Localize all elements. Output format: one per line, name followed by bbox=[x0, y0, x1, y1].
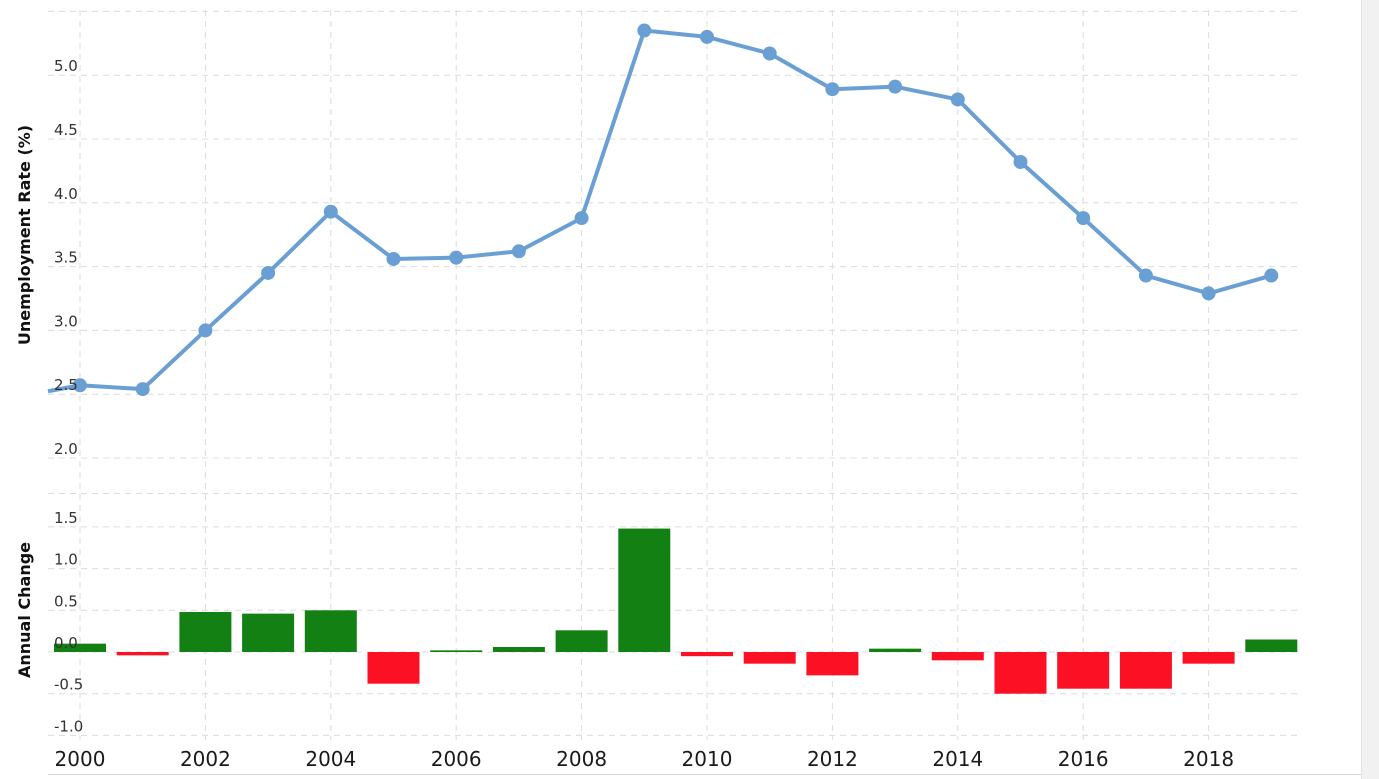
top-y-axis-label: Unemployment Rate (%) bbox=[15, 125, 34, 345]
unemployment-line bbox=[47, 28, 1272, 394]
bar-2004 bbox=[304, 610, 357, 652]
x-tick-label: 2000 bbox=[55, 747, 106, 771]
bar-2015 bbox=[994, 652, 1047, 694]
point-2017 bbox=[1138, 268, 1153, 283]
bar-2017 bbox=[1119, 652, 1172, 689]
bar-2001 bbox=[116, 652, 169, 656]
top-y-tick-label: 4.0 bbox=[54, 185, 78, 203]
top-y-tick-label: 4.5 bbox=[54, 121, 78, 139]
top-y-tick-label: 2.0 bbox=[54, 440, 78, 458]
point-2018 bbox=[1201, 286, 1216, 301]
point-2004 bbox=[323, 204, 338, 219]
point-2009 bbox=[637, 23, 652, 38]
point-2000 bbox=[73, 378, 87, 393]
bottom-y-tick-label: 0.0 bbox=[54, 634, 78, 652]
bar-series bbox=[54, 528, 1298, 694]
bottom-y-axis-label: Annual Change bbox=[15, 542, 34, 678]
point-2003 bbox=[261, 265, 276, 280]
point-2001 bbox=[135, 382, 150, 397]
point-2012 bbox=[825, 82, 840, 97]
scrollbar-track[interactable] bbox=[1361, 0, 1379, 779]
point-2016 bbox=[1076, 211, 1091, 226]
bottom-y-tick-label: 0.5 bbox=[54, 592, 78, 610]
bar-2005 bbox=[367, 652, 420, 684]
bar-2012 bbox=[806, 652, 859, 676]
point-2008 bbox=[574, 211, 589, 226]
bottom-y-tick-label: -0.5 bbox=[54, 676, 83, 694]
x-tick-label: 2002 bbox=[180, 747, 231, 771]
bar-2010 bbox=[681, 652, 733, 657]
top-y-tick-label: 2.5 bbox=[54, 376, 78, 394]
bottom-y-tick-label: 1.5 bbox=[54, 509, 78, 527]
point-2007 bbox=[511, 244, 526, 259]
point-2002 bbox=[198, 323, 213, 338]
bar-2013 bbox=[869, 648, 922, 652]
point-2006 bbox=[449, 250, 464, 265]
bottom-y-tick-label: 1.0 bbox=[54, 551, 78, 569]
bar-2000 bbox=[54, 643, 106, 652]
y-tick-labels: 2.0 2.5 3.0 3.5 4.0 4.5 5.0 -1.0 -0.5 0.0 0.5 1.0 1.… bbox=[54, 57, 83, 735]
x-tick-label: 2012 bbox=[807, 747, 858, 771]
bar-2007 bbox=[492, 646, 545, 652]
top-y-tick-label: 3.0 bbox=[54, 312, 78, 330]
x-tick-label: 2004 bbox=[305, 747, 356, 771]
bar-2016 bbox=[1057, 652, 1110, 689]
point-2005 bbox=[386, 251, 401, 266]
bottom-border bbox=[48, 774, 1361, 775]
line-series bbox=[47, 28, 1272, 394]
bar-2009 bbox=[618, 528, 671, 652]
bar-2018 bbox=[1182, 652, 1235, 664]
x-tick-label: 2008 bbox=[556, 747, 607, 771]
x-tick-label: 2018 bbox=[1183, 747, 1234, 771]
point-series bbox=[73, 23, 1279, 397]
x-tick-label: 2006 bbox=[431, 747, 482, 771]
bar-2014 bbox=[931, 652, 984, 661]
x-tick-label: 2016 bbox=[1058, 747, 1109, 771]
top-y-tick-label: 3.5 bbox=[54, 249, 78, 267]
point-2014 bbox=[950, 92, 965, 107]
x-tick-label: 2010 bbox=[682, 747, 733, 771]
bar-2006 bbox=[430, 650, 483, 652]
grid-layer bbox=[48, 10, 1300, 740]
bar-2008 bbox=[555, 630, 608, 652]
bar-2011 bbox=[743, 652, 796, 664]
bar-2019 bbox=[1245, 639, 1298, 652]
point-2011 bbox=[762, 46, 777, 61]
bar-2003 bbox=[242, 613, 295, 652]
point-2019 bbox=[1264, 268, 1279, 283]
point-2015 bbox=[1013, 154, 1028, 169]
x-tick-labels: 2000 2002 2004 2006 2008 2010 2012 2014 2016 2018 bbox=[55, 747, 1235, 771]
bottom-y-tick-label: -1.0 bbox=[54, 717, 83, 735]
point-2010 bbox=[700, 29, 714, 44]
top-y-tick-label: 5.0 bbox=[54, 57, 78, 75]
bar-2002 bbox=[179, 611, 232, 652]
point-2013 bbox=[888, 79, 903, 94]
x-tick-label: 2014 bbox=[932, 747, 983, 771]
